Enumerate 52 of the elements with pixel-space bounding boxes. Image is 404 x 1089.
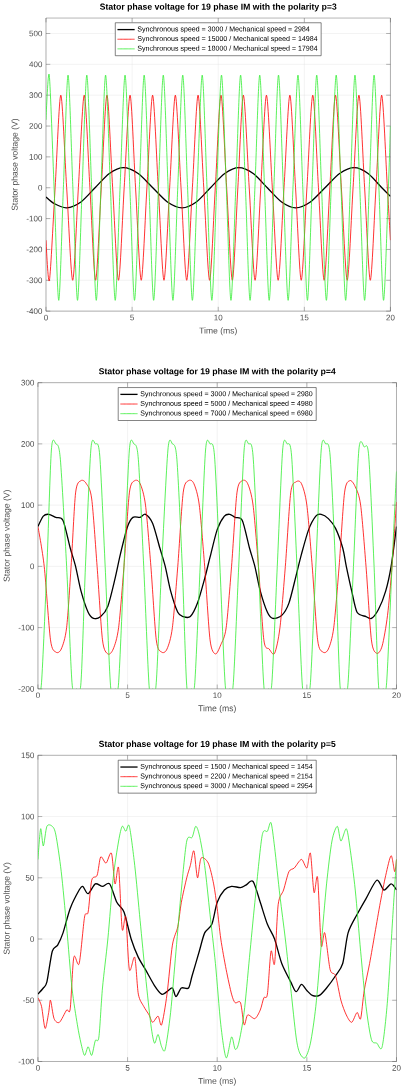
x-tick-label: 0 xyxy=(43,314,48,321)
line-series xyxy=(45,167,391,209)
y-tick-label: 150 xyxy=(21,752,34,759)
line-series xyxy=(45,94,391,281)
x-axis-title: Time (ms) xyxy=(199,327,237,336)
x-tick-label: 20 xyxy=(392,692,401,699)
y-tick-label: -100 xyxy=(18,624,34,631)
chart-title: Stator phase voltage for 19 phase IM with the polarity p=5 xyxy=(98,740,336,749)
y-tick-label: 400 xyxy=(29,61,42,68)
x-tick-label: 10 xyxy=(213,692,222,699)
line-series xyxy=(37,822,397,1059)
line-series xyxy=(37,850,397,1029)
y-tick-label: -100 xyxy=(26,215,42,222)
x-tick-label: 5 xyxy=(125,692,130,699)
y-axis-title: Stator phase voltage (V) xyxy=(3,862,12,955)
y-axis-title: Stator phase voltage (V) xyxy=(3,490,12,582)
y-tick-label: -50 xyxy=(22,997,34,1004)
line-series xyxy=(37,479,397,655)
y-tick-label: 200 xyxy=(21,441,34,447)
y-tick-label: 300 xyxy=(29,92,42,99)
y-tick-label: -200 xyxy=(18,685,34,692)
x-axis-title: Time (ms) xyxy=(198,1077,236,1086)
y-tick-label: 200 xyxy=(29,123,42,129)
y-tick-label: -400 xyxy=(26,308,42,314)
y-tick-label: -300 xyxy=(26,277,42,284)
x-tick-label: 10 xyxy=(213,1065,222,1071)
x-tick-label: 15 xyxy=(302,692,311,699)
y-tick-label: 0 xyxy=(30,936,34,942)
y-tick-label: -100 xyxy=(18,1058,34,1065)
x-axis-title: Time (ms) xyxy=(198,705,236,713)
line-series xyxy=(37,513,397,620)
y-tick-label: 50 xyxy=(25,874,34,881)
y-tick-label: 100 xyxy=(29,154,42,160)
x-tick-label: 5 xyxy=(130,314,134,321)
y-tick-label: 300 xyxy=(21,379,34,386)
x-tick-label: 15 xyxy=(300,314,309,321)
x-tick-label: 20 xyxy=(392,1065,401,1071)
y-tick-label: 500 xyxy=(29,30,42,37)
x-tick-label: 5 xyxy=(125,1065,130,1071)
line-series xyxy=(37,879,397,998)
chart-title: Stator phase voltage for 19 phase IM with the polarity p=4 xyxy=(98,367,336,377)
line-series xyxy=(45,74,391,301)
y-tick-label: -200 xyxy=(26,246,42,253)
y-tick-label: 0 xyxy=(30,563,34,570)
x-tick-label: 15 xyxy=(302,1065,311,1071)
x-tick-label: 20 xyxy=(386,314,395,321)
chart-title: Stator phase voltage for 19 phase IM with the polarity p=3 xyxy=(99,3,337,12)
x-tick-label: 10 xyxy=(214,314,223,321)
y-axis-title: Stator phase voltage (V) xyxy=(11,118,20,211)
y-tick-label: 100 xyxy=(21,502,34,508)
y-tick-label: 0 xyxy=(38,184,42,191)
y-tick-label: 100 xyxy=(21,813,34,820)
